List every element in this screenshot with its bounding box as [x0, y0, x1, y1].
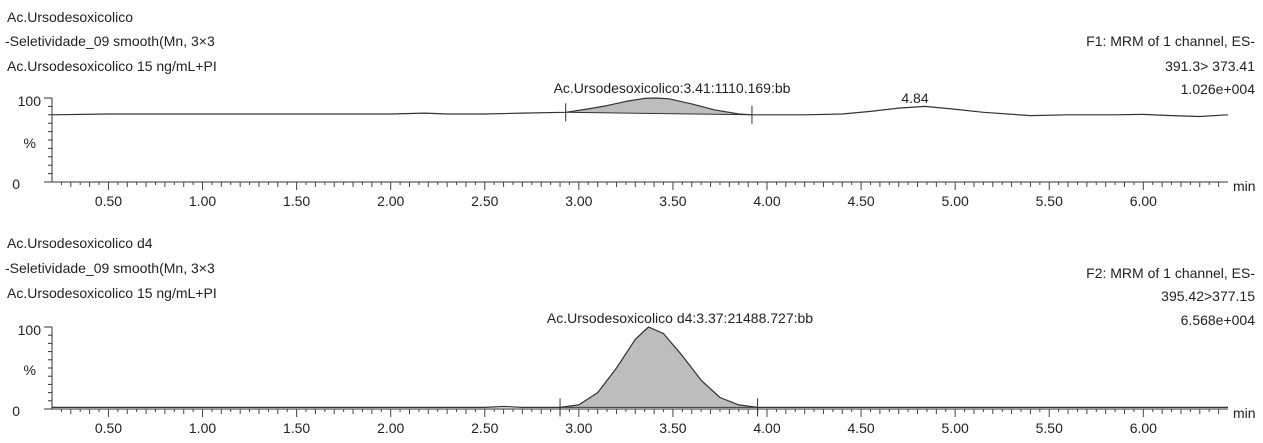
- panel2-compound-title: Ac.Ursodesoxicolico d4: [7, 235, 153, 251]
- panel1-x-tick-label: 2.00: [377, 193, 404, 209]
- panel1-integration-baseline: [565, 111, 752, 116]
- panel2-y-unit: %: [24, 362, 36, 378]
- panel2-intensity: 6.568e+004: [1181, 312, 1256, 328]
- panel2-x-tick-label: 2.00: [377, 420, 404, 436]
- panel2-x-tick-label: 5.50: [1036, 420, 1063, 436]
- panel1-x-tick-label: 0.50: [95, 193, 122, 209]
- panel1-x-tick-label: 4.00: [753, 193, 780, 209]
- panel2-transition: 395.42>377.15: [1161, 288, 1255, 304]
- panel1-channel-info: F1: MRM of 1 channel, ES-: [1086, 33, 1255, 49]
- panel2-x-tick-label: 5.00: [942, 420, 969, 436]
- panel2-x-tick-label: 4.00: [753, 420, 780, 436]
- panel2-y-tick-0: 0: [12, 403, 20, 419]
- panel2-x-tick-label: 1.50: [283, 420, 310, 436]
- panel1-x-tick-label: 1.50: [283, 193, 310, 209]
- panel2-y-tick-100: 100: [18, 322, 42, 338]
- panel1-compound-title: Ac.Ursodesoxicolico: [7, 9, 133, 25]
- panel2-x-tick-label: 0.50: [95, 420, 122, 436]
- chromatogram-panel-1: Ac.Ursodesoxicolico -Seletividade_09 smo…: [5, 9, 1256, 209]
- panel1-x-tick-label: 3.00: [565, 193, 592, 209]
- panel1-peak-area: [565, 98, 752, 115]
- panel1-x-tick-label: 3.50: [659, 193, 686, 209]
- panel1-x-tick-label: 4.50: [847, 193, 874, 209]
- panel1-peak-label: Ac.Ursodesoxicolico:3.41:1110.169:bb: [554, 80, 791, 96]
- panel1-x-tick-label: 5.00: [942, 193, 969, 209]
- panel1-transition: 391.3> 373.41: [1165, 58, 1255, 74]
- panel1-sample-line: Ac.Ursodesoxicolico 15 ng/mL+PI: [7, 58, 217, 74]
- panel1-x-tick-label: 1.00: [189, 193, 216, 209]
- panel1-trace: [51, 97, 1229, 118]
- panel2-peak-label: Ac.Ursodesoxicolico d4:3.37:21488.727:bb: [547, 310, 813, 326]
- panel2-x-tick-label: 1.00: [189, 420, 216, 436]
- panel1-y-unit: %: [24, 135, 36, 151]
- panel2-method-line: -Seletividade_09 smooth(Mn, 3×3: [5, 260, 215, 276]
- panel2-x-tick-label: 3.50: [659, 420, 686, 436]
- chromatogram-panel-2: Ac.Ursodesoxicolico d4 -Seletividade_09 …: [5, 235, 1256, 436]
- panel2-x-tick-label: 2.50: [471, 420, 498, 436]
- panel1-y-tick-100: 100: [18, 93, 42, 109]
- panel1-intensity: 1.026e+004: [1181, 81, 1256, 97]
- panel1-x-unit: min: [1233, 178, 1256, 194]
- panel2-sample-line: Ac.Ursodesoxicolico 15 ng/mL+PI: [7, 285, 217, 301]
- panel2-trace: [52, 326, 1228, 408]
- panel1-x-tick-label: 2.50: [471, 193, 498, 209]
- panel1-secondary-peak-label: 4.84: [901, 90, 928, 106]
- panel2-x-unit: min: [1233, 405, 1256, 421]
- panel2-channel-info: F2: MRM of 1 channel, ES-: [1086, 265, 1255, 281]
- panel2-x-tick-label: 3.00: [565, 420, 592, 436]
- panel1-y-tick-0: 0: [12, 176, 20, 192]
- panel1-method-line: -Seletividade_09 smooth(Mn, 3×3: [5, 33, 215, 49]
- panel2-peak-area: [560, 327, 758, 408]
- panel1-x-tick-label: 6.00: [1130, 193, 1157, 209]
- panel2-x-tick-label: 4.50: [847, 420, 874, 436]
- panel1-x-tick-label: 5.50: [1036, 193, 1063, 209]
- panel2-x-tick-label: 6.00: [1130, 420, 1157, 436]
